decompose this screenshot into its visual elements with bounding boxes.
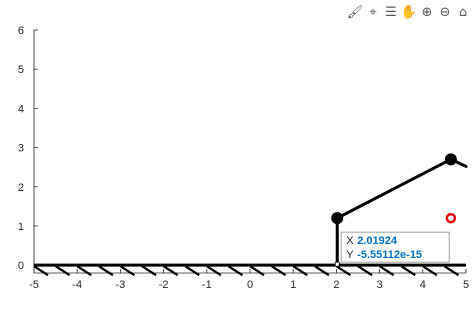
datatip-y-value: -5.55112e-15 xyxy=(357,249,422,261)
axes-toolbar: 🖌 ⌖ ☰ ✋ ⊕ ⊖ ⌂ xyxy=(347,3,471,21)
hatch-mark xyxy=(227,265,244,277)
hatch-mark xyxy=(119,265,136,277)
x-tick-label: 2 xyxy=(333,279,339,291)
hatch-mark xyxy=(33,265,49,277)
joint-marker xyxy=(331,212,344,225)
linkage-segment xyxy=(335,157,453,220)
hatch-mark xyxy=(422,265,438,277)
y-tick-label: 3 xyxy=(18,143,24,155)
hatch-mark xyxy=(400,265,416,277)
pan-hand-icon[interactable]: ✋ xyxy=(400,4,418,20)
hatch-mark xyxy=(98,265,114,277)
hatch-mark xyxy=(55,265,71,277)
x-tick-label: 5 xyxy=(463,279,469,291)
datatip-y-key: Y xyxy=(346,249,354,261)
y-tick-label: 2 xyxy=(18,182,24,194)
zoom-in-icon[interactable]: ⊕ xyxy=(421,4,433,20)
x-tick-label: -4 xyxy=(72,279,82,291)
x-tick-label: 4 xyxy=(420,279,426,291)
x-tick-label: -2 xyxy=(159,279,169,291)
datatip-x-key: X xyxy=(346,235,354,247)
hatch-mark xyxy=(443,265,460,277)
x-tick-label: -5 xyxy=(29,279,39,291)
y-tick-label: 5 xyxy=(18,64,24,76)
brush-icon[interactable]: 🖌 xyxy=(346,4,364,20)
hatch-mark xyxy=(76,265,92,277)
y-tick-label: 1 xyxy=(18,221,24,233)
joint-marker xyxy=(444,153,457,166)
datatip-box xyxy=(340,231,450,263)
hatch-mark xyxy=(271,265,287,277)
x-tick-label: -3 xyxy=(116,279,126,291)
hatch-mark xyxy=(184,265,200,277)
hatch-mark xyxy=(314,265,330,277)
hatch-mark xyxy=(335,265,352,277)
x-tick-label: 1 xyxy=(290,279,296,291)
x-tick-label: 0 xyxy=(247,279,253,291)
datatip-x-value: 2.01924 xyxy=(357,235,398,247)
x-tick-label: 3 xyxy=(377,279,383,291)
hatch-mark xyxy=(249,265,265,277)
hatch-mark xyxy=(357,265,373,277)
y-tick-label: 6 xyxy=(18,25,24,37)
data-tip-icon[interactable]: ⌖ xyxy=(369,4,377,20)
y-tick-label: 4 xyxy=(18,103,24,115)
datatip-anchor xyxy=(334,261,340,267)
hatch-mark xyxy=(206,265,222,277)
ground-hatch xyxy=(33,263,466,277)
hatch-mark xyxy=(141,265,157,277)
legend-icon[interactable]: ☰ xyxy=(385,4,397,20)
zoom-out-icon[interactable]: ⊖ xyxy=(439,4,451,20)
axes-group: -5 -4 -3 -2 -1 0 1 2 3 4 5 0 1 2 3 4 5 6 xyxy=(18,25,469,291)
series-group xyxy=(331,153,468,267)
target-marker xyxy=(445,212,457,224)
hatch-mark xyxy=(292,265,308,277)
x-tick-label: -1 xyxy=(202,279,212,291)
hatch-mark xyxy=(379,265,395,277)
home-icon[interactable]: ⌂ xyxy=(458,4,468,20)
y-tick-label: 0 xyxy=(18,260,24,272)
hatch-mark xyxy=(163,265,179,277)
